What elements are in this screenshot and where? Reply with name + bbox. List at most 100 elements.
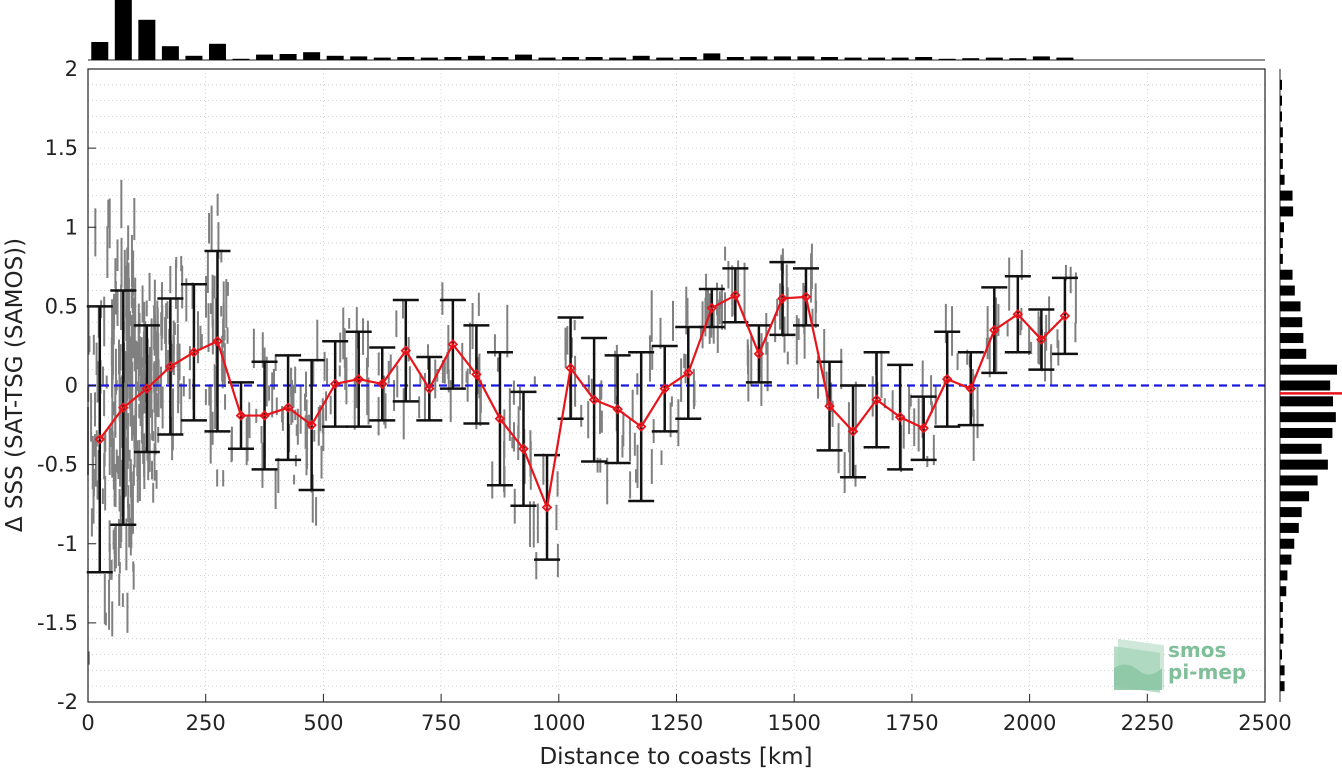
- top-hist-bar: [915, 57, 933, 60]
- top-hist-bar: [750, 56, 768, 60]
- top-hist-bar: [679, 57, 697, 60]
- right-hist-bar: [1280, 190, 1293, 201]
- top-hist-bar: [91, 42, 109, 60]
- x-tick-label: 2000: [1003, 711, 1056, 735]
- right-hist-bar: [1280, 301, 1301, 312]
- top-hist-bar: [985, 57, 1003, 60]
- x-tick-label: 500: [303, 711, 343, 735]
- mean-point: [306, 419, 317, 431]
- mean-point: [965, 383, 977, 394]
- mean-point: [282, 402, 294, 413]
- top-hist-bar: [232, 58, 250, 60]
- mean-point: [730, 290, 741, 301]
- mean-point: [518, 443, 529, 455]
- right-hist-bar: [1280, 491, 1310, 502]
- mean-point: [1012, 309, 1024, 320]
- right-hist-bar: [1280, 538, 1295, 549]
- right-hist-bar: [1280, 79, 1282, 90]
- top-hist-bar: [797, 56, 815, 60]
- mean-line: [94, 290, 1071, 513]
- mean-point: [353, 373, 364, 385]
- y-tick-labels: -2 -1.5 -1 -0.5 0 0.5 1 1.5 2: [37, 57, 96, 714]
- mean-point: [1059, 310, 1071, 322]
- top-hist-bar: [303, 52, 321, 60]
- x-tick-label: 2500: [1238, 711, 1291, 735]
- right-hist-bar: [1280, 396, 1334, 407]
- x-tick-label: 1500: [767, 711, 820, 735]
- right-hist-bar: [1280, 222, 1284, 233]
- mean-point: [753, 348, 765, 360]
- right-hist-bar: [1280, 127, 1283, 138]
- top-hist-bar: [279, 54, 297, 60]
- top-hist-bar: [491, 57, 509, 60]
- top-hist-bar: [844, 57, 862, 60]
- mean-point: [824, 400, 835, 412]
- mean-point: [1036, 334, 1047, 345]
- right-hist-bar: [1280, 459, 1328, 470]
- mean-point: [894, 411, 906, 423]
- right-hist-bar: [1280, 285, 1295, 296]
- mean-point: [777, 293, 788, 304]
- top-hist-bar: [609, 57, 627, 60]
- right-hist-bar: [1280, 633, 1284, 644]
- right-hist-bar: [1280, 158, 1283, 169]
- x-axis-label: Distance to coasts [km]: [539, 744, 812, 770]
- right-hist-bar: [1280, 174, 1285, 185]
- mean-point: [188, 346, 200, 358]
- right-hist-bar: [1280, 522, 1299, 533]
- top-hist-bar: [538, 57, 556, 60]
- top-hist-bar: [726, 57, 744, 60]
- y-tick-label: -1.5: [37, 611, 78, 635]
- right-histogram: [1279, 69, 1342, 702]
- top-hist-bar: [138, 19, 156, 60]
- y-tick-label: 0.5: [45, 294, 78, 318]
- mean-point: [706, 302, 718, 314]
- mean-point: [235, 410, 247, 421]
- mean-point: [212, 335, 223, 347]
- top-hist-bar: [114, 0, 132, 60]
- mean-point: [847, 426, 859, 437]
- top-hist-bar: [444, 57, 462, 60]
- y-tick-label: 2: [65, 57, 78, 81]
- top-hist-bar: [938, 58, 956, 60]
- right-hist-bar: [1280, 570, 1288, 581]
- top-hist-bar: [703, 53, 721, 60]
- top-hist-bar: [397, 57, 415, 60]
- right-hist-bar: [1280, 649, 1282, 660]
- right-hist-bar: [1280, 333, 1304, 344]
- mean-point: [659, 383, 671, 394]
- mean-point: [612, 403, 623, 415]
- y-tick-label: -1: [57, 532, 78, 556]
- error-bars: [86, 249, 1078, 574]
- mean-point: [118, 402, 129, 413]
- top-hist-bar: [656, 57, 674, 60]
- top-hist-bar: [467, 55, 485, 60]
- top-hist-bar: [185, 55, 203, 60]
- mean-point: [141, 383, 153, 394]
- mean-point: [565, 362, 576, 374]
- y-axis-label: Δ SSS (SAT-TSG (SAMOS)): [2, 238, 28, 532]
- right-hist-bar: [1280, 253, 1283, 264]
- x-tick-label: 2250: [1121, 711, 1174, 735]
- right-hist-bar: [1280, 507, 1302, 518]
- mean-point: [94, 434, 106, 445]
- x-tick-label: 1000: [532, 711, 585, 735]
- top-hist-bar: [1056, 57, 1074, 60]
- right-hist-bar: [1280, 617, 1283, 628]
- x-tick-label: 0: [81, 711, 94, 735]
- right-hist-bar: [1280, 111, 1282, 122]
- top-hist-bar: [891, 57, 909, 60]
- right-hist-bar: [1280, 348, 1307, 359]
- top-hist-bar: [868, 57, 886, 60]
- right-hist-bar: [1280, 412, 1336, 423]
- right-hist-bar: [1280, 443, 1322, 454]
- logo-mark-icon: [1114, 638, 1164, 693]
- top-hist-bar: [632, 55, 650, 60]
- top-hist-bar: [773, 56, 791, 60]
- logo-text-pi-mep: pi-mep: [1168, 660, 1246, 684]
- top-hist-bar: [326, 55, 344, 60]
- top-hist-bar: [420, 57, 438, 60]
- y-tick-label: 1.5: [45, 136, 78, 160]
- mean-point: [941, 373, 953, 385]
- smos-logo: smos pi-mep: [1114, 638, 1246, 693]
